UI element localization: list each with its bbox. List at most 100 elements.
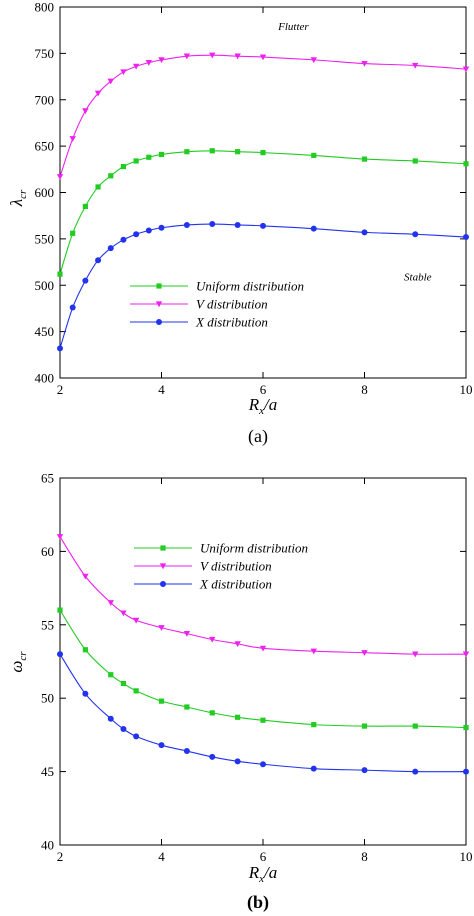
data-point-b-0-7 [209, 710, 215, 716]
data-point-a-0-1 [70, 230, 76, 236]
legend-marker-a-1 [155, 301, 163, 308]
data-point-a-2-14 [361, 229, 368, 236]
y-tick-label-a-1: 450 [35, 324, 55, 339]
chart-panel-b: 2 4 6 8 10 40 45 50 55 60 65 ωcr Rx/a (b) Uniform … [7, 471, 473, 914]
data-point-a-1-13 [310, 57, 317, 64]
data-point-a-2-9 [183, 221, 190, 228]
data-point-a-2-11 [234, 221, 241, 228]
data-point-a-1-14 [361, 60, 368, 67]
x-tick-label-a-3: 8 [361, 382, 368, 397]
legend-label-a-0: Uniform distribution [196, 279, 304, 294]
y-tick-label-b-0: 40 [41, 838, 54, 853]
data-point-a-2-0 [57, 345, 63, 352]
legend-marker-b-1 [159, 563, 167, 570]
series-line-a-1 [59, 54, 467, 177]
data-point-a-0-15 [412, 158, 418, 164]
data-point-b-0-13 [463, 724, 469, 731]
data-point-a-1-12 [259, 54, 267, 61]
legend-marker-b-0 [160, 545, 166, 551]
plot-frame-b [59, 477, 467, 846]
series-markers-b [56, 534, 470, 775]
data-point-a-1-7 [145, 60, 153, 66]
data-point-a-1-0 [56, 174, 64, 180]
y-tick-label-a-6: 700 [35, 92, 55, 107]
x-tick-label-b-1: 4 [158, 849, 165, 864]
legend-label-a-1: V distribution [196, 297, 268, 312]
data-point-a-0-12 [260, 150, 266, 156]
data-point-b-1-4 [132, 617, 140, 624]
data-point-b-1-11 [361, 650, 368, 656]
ticks-b: 2 4 6 8 10 40 45 50 55 60 65 [41, 471, 473, 865]
data-point-b-1-13 [462, 651, 470, 658]
data-point-a-1-4 [107, 78, 114, 85]
data-point-a-0-16 [463, 161, 469, 167]
data-point-b-2-1 [82, 690, 89, 697]
data-point-b-1-0 [56, 534, 64, 540]
data-point-a-0-3 [95, 184, 101, 190]
data-point-b-0-1 [82, 647, 88, 653]
data-point-a-2-12 [260, 222, 266, 229]
data-point-a-0-0 [57, 271, 63, 277]
legend-marker-a-0 [156, 283, 162, 289]
data-point-a-2-5 [120, 236, 127, 243]
data-point-a-2-10 [209, 221, 216, 228]
data-point-a-0-2 [82, 203, 88, 210]
data-point-a-1-10 [209, 52, 216, 59]
data-point-a-1-3 [94, 90, 102, 97]
panel-label-a: (a) [248, 426, 268, 447]
data-point-b-1-1 [82, 573, 89, 580]
data-point-a-1-16 [462, 66, 470, 73]
x-tick-label-a-4: 10 [460, 382, 473, 397]
x-tick-label-b-2: 6 [260, 849, 267, 864]
data-point-b-1-6 [183, 631, 191, 637]
data-point-b-1-8 [234, 641, 241, 648]
data-point-b-2-2 [107, 715, 114, 722]
data-point-b-0-9 [260, 717, 266, 723]
data-point-a-0-7 [146, 154, 152, 160]
y-axis-label-a-main: λ [7, 199, 26, 207]
x-axis-label-b-main: R [248, 863, 260, 882]
data-point-b-1-5 [158, 625, 165, 631]
data-point-b-0-0 [57, 607, 63, 613]
y-tick-label-a-0: 400 [35, 371, 55, 386]
legend-label-a-2: X distribution [195, 315, 268, 330]
data-point-a-2-3 [95, 257, 102, 264]
x-tick-label-b-3: 8 [361, 849, 368, 864]
y-tick-label-a-8: 800 [35, 0, 55, 15]
data-point-a-1-11 [234, 53, 241, 60]
x-axis-label-b-suffix: /a [263, 863, 277, 882]
x-axis-label-b-sub: x [258, 873, 264, 885]
series-line-b-1 [59, 536, 467, 655]
legend-label-b-0: Uniform distribution [200, 541, 308, 556]
x-axis-label-a-main: R [248, 395, 260, 414]
data-point-b-2-4 [133, 733, 140, 740]
ticks-a: 2 4 6 8 10 400 450 500 550 600 650 700 750 800 [35, 0, 473, 397]
legend-a: Uniform distribution V distribution X dist… [130, 279, 304, 330]
data-point-a-2-6 [133, 231, 140, 238]
data-point-a-0-10 [209, 148, 215, 154]
x-axis-label-a-suffix: /a [263, 395, 277, 414]
data-point-a-0-11 [235, 149, 241, 155]
series-line-b-2 [59, 653, 467, 773]
data-point-a-1-9 [183, 53, 191, 60]
y-axis-label-a: λcr [7, 189, 29, 207]
data-point-b-1-10 [310, 648, 317, 655]
annotations-a: Flutter Stable [277, 21, 431, 283]
data-point-b-0-2 [108, 672, 114, 678]
data-point-b-2-5 [158, 742, 165, 749]
x-tick-label-b-0: 2 [57, 849, 64, 864]
x-axis-label-b: Rx/a [248, 863, 278, 885]
data-point-a-0-14 [361, 156, 368, 162]
data-point-b-2-6 [183, 748, 190, 755]
data-point-a-1-6 [132, 63, 140, 70]
y-tick-label-a-2: 500 [35, 278, 55, 293]
y-axis-label-b: ωcr [7, 651, 29, 673]
data-point-a-1-1 [69, 136, 76, 142]
data-point-b-0-11 [361, 723, 368, 729]
data-point-b-1-7 [209, 636, 216, 643]
data-point-a-2-2 [82, 277, 89, 284]
data-point-b-2-11 [361, 767, 368, 774]
y-tick-label-a-3: 550 [35, 231, 55, 246]
legend-marker-a-2 [156, 319, 162, 325]
